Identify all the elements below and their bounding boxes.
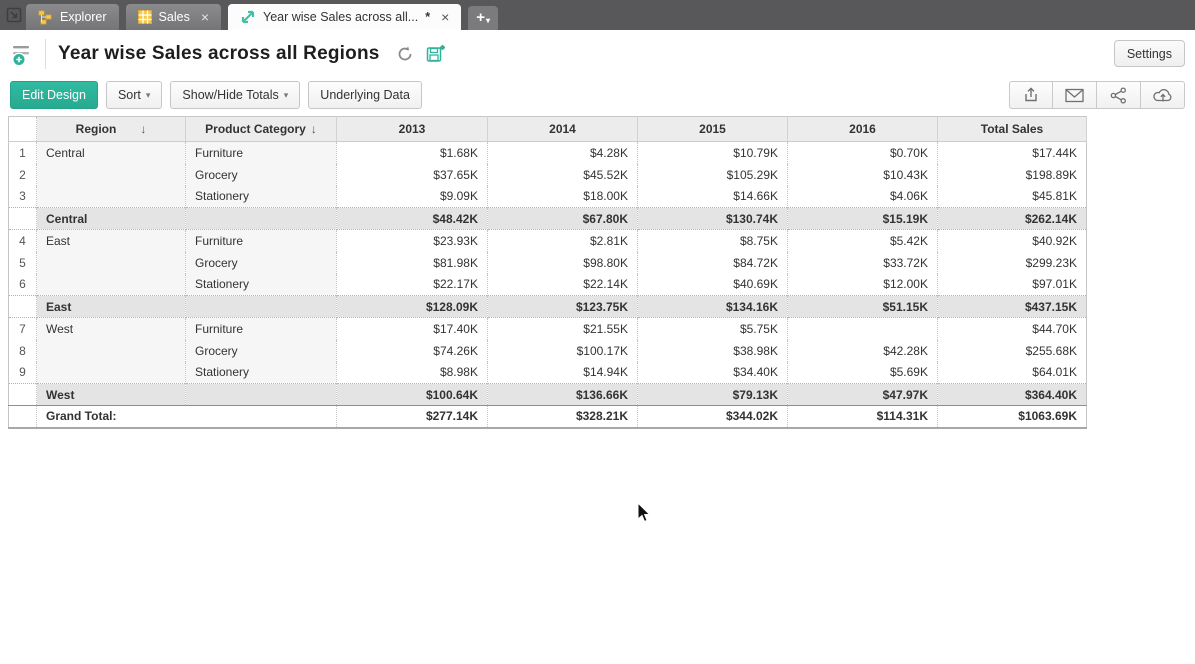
table-row[interactable]: 8 Grocery $74.26K $100.17K $38.98K $42.28K… [8, 339, 1087, 362]
tab-label: Year wise Sales across all... [263, 10, 419, 24]
column-header-2016[interactable]: 2016 [787, 116, 938, 142]
table-row[interactable]: 1 Central Furniture $1.68K $4.28K $10.79K… [8, 141, 1087, 164]
table-row[interactable]: 3 Stationery $9.09K $18.00K $14.66K $4.06K… [8, 185, 1087, 208]
column-header-region[interactable]: Region ↓ [36, 116, 186, 142]
tab-label: Explorer [60, 10, 107, 24]
subtotal-row-west: West $100.64K $136.66K $79.13K $47.97K $36… [8, 383, 1087, 406]
new-tab-button[interactable]: + ▾ [468, 6, 499, 30]
table-row[interactable]: 5 Grocery $81.98K $98.80K $84.72K $33.72K … [8, 251, 1087, 274]
table-row[interactable]: 4 East Furniture $23.93K $2.81K $8.75K $5.… [8, 229, 1087, 252]
tab-close-icon[interactable]: × [200, 9, 210, 25]
underlying-data-button[interactable]: Underlying Data [308, 81, 422, 109]
export-actions-group [1009, 81, 1185, 109]
subtotal-row-east: East $128.09K $123.75K $134.16K $51.15K $4… [8, 295, 1087, 318]
chevron-down-icon: ▾ [283, 90, 289, 100]
show-hide-totals-button[interactable]: Show/Hide Totals ▾ [170, 81, 301, 109]
grand-total-row: Grand Total: $277.14K $328.21K $344.02K $1… [8, 405, 1087, 428]
email-button[interactable] [1053, 81, 1097, 109]
sort-desc-icon: ↓ [140, 122, 147, 136]
column-header-total-sales[interactable]: Total Sales [937, 116, 1087, 142]
share-button[interactable] [1097, 81, 1141, 109]
subtotal-row-central: Central $48.42K $67.80K $130.74K $15.19K $… [8, 207, 1087, 230]
tab-year-wise-sales[interactable]: Year wise Sales across all... * × [228, 4, 462, 30]
page-title: Year wise Sales across all Regions [58, 42, 380, 64]
table-row[interactable]: 2 Grocery $37.65K $45.52K $105.29K $10.43K… [8, 163, 1087, 186]
refresh-icon[interactable] [396, 45, 414, 63]
unsaved-indicator: * [425, 10, 431, 24]
chevron-down-icon: ▾ [486, 15, 491, 25]
cloud-upload-icon [1152, 89, 1171, 102]
toolbar: Edit Design Sort ▾ Show/Hide Totals ▾ Un… [0, 77, 1195, 113]
show-hide-totals-label: Show/Hide Totals [182, 88, 279, 102]
header-row: Region ↓ Product Category ↓ 2013 2014 2015… [8, 116, 1087, 142]
table-row[interactable]: 7 West Furniture $17.40K $21.55K $5.75K $… [8, 317, 1087, 340]
column-header-2013[interactable]: 2013 [336, 116, 488, 142]
export-button[interactable] [1009, 81, 1053, 109]
mouse-cursor [637, 502, 651, 523]
table-row[interactable]: 6 Stationery $22.17K $22.14K $40.69K $12.0… [8, 273, 1087, 296]
email-icon [1065, 88, 1084, 102]
plus-icon: + [476, 8, 486, 26]
tab-label: Sales [158, 10, 190, 24]
tab-sales[interactable]: Sales × [125, 4, 222, 30]
pivot-arrows-icon [241, 10, 255, 24]
tab-explorer[interactable]: Explorer [26, 4, 119, 30]
export-icon [1025, 87, 1037, 102]
sort-label: Sort [117, 88, 141, 102]
publish-button[interactable] [1141, 81, 1185, 109]
column-header-2015[interactable]: 2015 [637, 116, 788, 142]
save-icon[interactable] [426, 44, 446, 64]
row-number-header [8, 116, 37, 142]
explorer-tree-icon [38, 10, 52, 24]
pivot-table: Region ↓ Product Category ↓ 2013 2014 2015… [8, 116, 1087, 429]
report-list-add-icon[interactable] [10, 41, 36, 67]
column-header-2014[interactable]: 2014 [487, 116, 638, 142]
divider [45, 38, 46, 69]
report-header: Year wise Sales across all Regions Setti… [0, 30, 1195, 77]
table-row[interactable]: 9 Stationery $8.98K $14.94K $34.40K $5.69K… [8, 361, 1087, 384]
edit-design-button[interactable]: Edit Design [10, 81, 98, 109]
table-grid-icon [137, 10, 152, 24]
sort-desc-icon: ↓ [310, 122, 317, 136]
tab-close-icon[interactable]: × [441, 9, 450, 25]
share-icon [1110, 86, 1126, 104]
sort-button[interactable]: Sort ▾ [105, 81, 163, 109]
tab-bar: Explorer Sales × Year wise Sales across … [0, 0, 1195, 30]
popout-icon[interactable] [6, 7, 22, 23]
pivot-table-container: Region ↓ Product Category ↓ 2013 2014 2015… [8, 116, 1195, 429]
settings-button[interactable]: Settings [1113, 40, 1185, 67]
chevron-down-icon: ▾ [145, 90, 151, 100]
column-header-product-category[interactable]: Product Category ↓ [185, 116, 337, 142]
